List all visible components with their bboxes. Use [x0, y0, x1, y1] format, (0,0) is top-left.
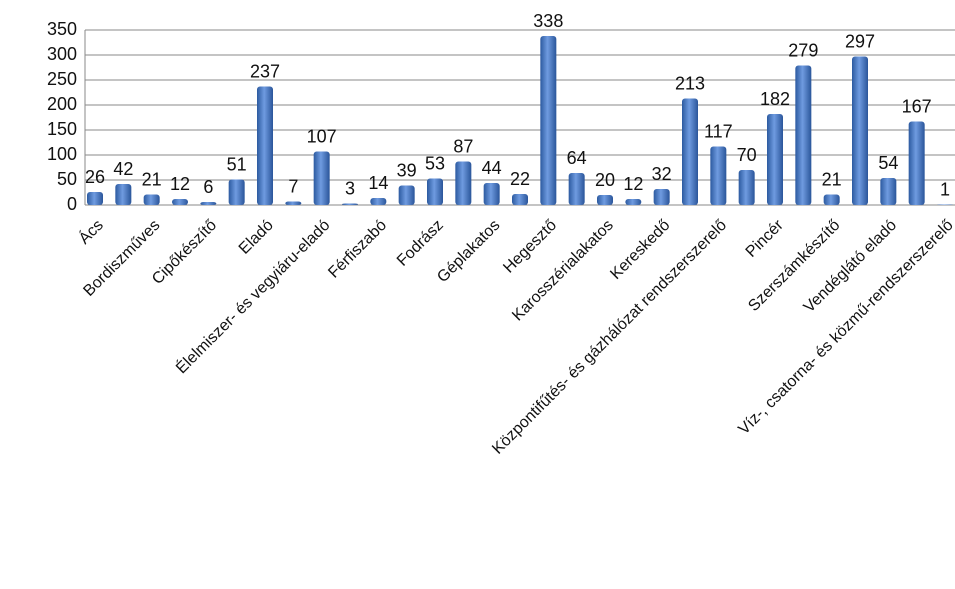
x-tick-label: Hegesztő: [500, 217, 560, 277]
bar: [908, 121, 925, 205]
value-label: 14: [368, 173, 388, 193]
y-tick-label: 150: [47, 119, 77, 139]
y-tick-label: 0: [67, 194, 77, 214]
value-label: 3: [345, 178, 355, 198]
value-label: 279: [788, 40, 818, 60]
value-label: 70: [737, 145, 757, 165]
value-label: 44: [482, 158, 502, 178]
x-tick-label: Ács: [75, 215, 107, 247]
bar: [172, 199, 188, 205]
value-label: 182: [760, 89, 790, 109]
bar: [795, 65, 812, 205]
bar: [427, 178, 443, 205]
bar: [937, 204, 953, 205]
bar: [313, 151, 330, 205]
value-label: 237: [250, 61, 280, 81]
value-label: 6: [203, 177, 213, 197]
bar: [710, 146, 727, 205]
bar: [257, 86, 273, 205]
y-tick-label: 250: [47, 69, 77, 89]
bar: [597, 195, 613, 205]
bar: [653, 189, 670, 205]
value-label: 107: [307, 126, 337, 146]
value-label: 32: [652, 164, 672, 184]
x-tick-label: Eladó: [236, 217, 277, 258]
value-label: 39: [397, 160, 417, 180]
value-label: 117: [704, 121, 733, 141]
bar: [228, 179, 245, 205]
bar: [285, 201, 302, 205]
value-label: 7: [288, 176, 298, 196]
value-label: 22: [510, 169, 530, 189]
bar: [540, 36, 557, 205]
value-label: 64: [567, 148, 587, 168]
bar: [87, 192, 103, 205]
value-label: 53: [425, 153, 445, 173]
bar: [342, 203, 358, 205]
value-label: 338: [533, 11, 563, 31]
x-tick-label: Férfiszabó: [325, 217, 390, 282]
bar: [370, 198, 387, 205]
value-label: 297: [845, 31, 875, 51]
value-label: 51: [227, 154, 247, 174]
bar: [823, 194, 840, 205]
value-label: 20: [595, 170, 615, 190]
x-tick-label: Pincér: [743, 216, 788, 261]
bar: [398, 185, 415, 205]
value-label: 167: [902, 96, 932, 116]
y-tick-label: 50: [57, 169, 77, 189]
y-tick-label: 350: [47, 19, 77, 39]
value-label: 54: [878, 153, 898, 173]
bar: [115, 184, 132, 205]
value-label: 1: [940, 179, 950, 199]
y-tick-label: 100: [47, 144, 77, 164]
x-tick-label: Karosszérialakatos: [509, 217, 617, 325]
value-label: 42: [113, 159, 133, 179]
bar: [625, 199, 642, 205]
bar: [880, 178, 897, 205]
bar: [738, 170, 755, 205]
value-label: 12: [623, 174, 643, 194]
value-label: 87: [453, 136, 473, 156]
bar: [767, 114, 783, 205]
bar: [568, 173, 585, 205]
bar: [483, 183, 500, 205]
x-tick-label: Víz-, csatorna- és közmű-rendszerszerelő: [735, 217, 955, 438]
bar: [200, 202, 217, 205]
value-label: 21: [822, 169, 842, 189]
bar: [682, 98, 698, 205]
bar: [512, 194, 528, 205]
value-label: 213: [675, 73, 705, 93]
value-label: 21: [142, 169, 162, 189]
bar: [852, 56, 868, 205]
y-tick-label: 300: [47, 44, 77, 64]
value-label: 12: [170, 174, 190, 194]
x-tick-label: Fodrász: [394, 217, 447, 270]
y-tick-label: 200: [47, 94, 77, 114]
bar: [143, 194, 160, 205]
bar: [455, 161, 472, 205]
value-label: 26: [85, 167, 105, 187]
